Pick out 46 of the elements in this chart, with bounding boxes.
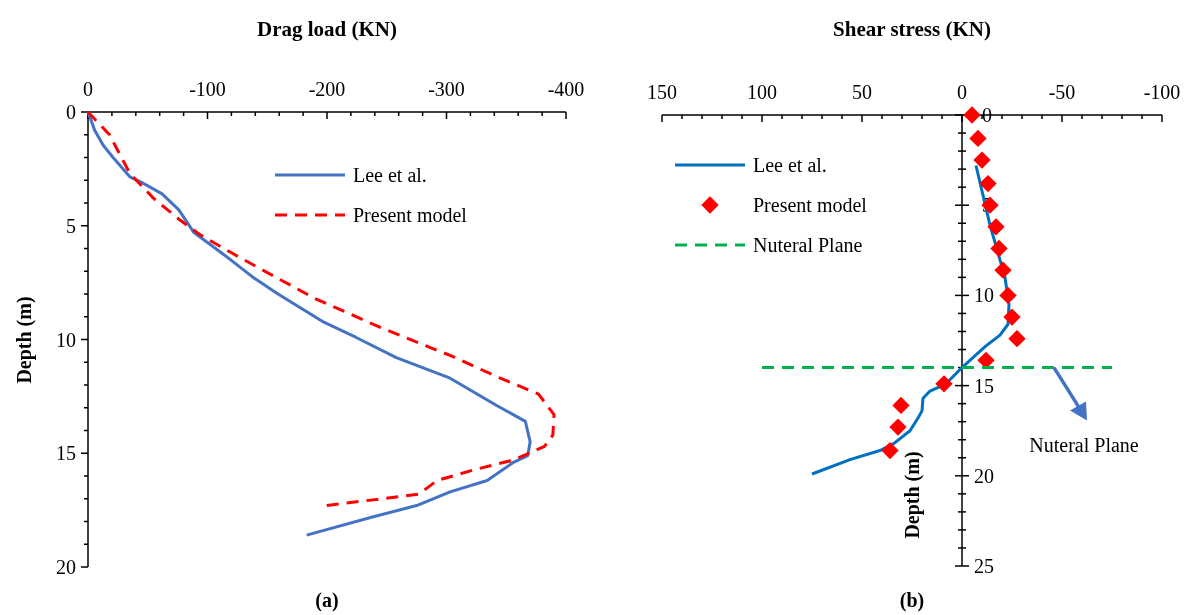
annotation: Nuteral Plane: [1029, 433, 1139, 456]
point: [935, 375, 953, 393]
point: [881, 441, 899, 460]
y-tick-label: 20: [974, 464, 994, 487]
y-axis-title: Depth (m): [13, 296, 36, 384]
text: (a): [315, 589, 339, 612]
x-tick-label: -100: [1143, 81, 1181, 103]
x-tick-label: -400: [547, 78, 585, 100]
x-tick-label: 0: [957, 81, 967, 103]
legend-label: Lee et al.: [353, 164, 427, 186]
x-axis-title: Drag load (KN): [257, 17, 397, 41]
y-tick-label: 10: [974, 284, 994, 307]
point: [889, 418, 907, 436]
y-tick-label: 10: [56, 328, 76, 351]
y-tick-label: 15: [56, 442, 76, 465]
y-tick-label: 0: [66, 101, 76, 123]
point: [979, 174, 997, 193]
x-tick-label: -50: [1048, 81, 1076, 103]
x-tick-label: -300: [428, 78, 465, 100]
text: (b): [899, 589, 925, 612]
x-axis-title: Shear stress (KN): [833, 17, 991, 41]
y-tick-label: 25: [974, 555, 994, 577]
legend-label: Lee et al.: [753, 154, 827, 176]
legend-label: Present model: [753, 194, 868, 216]
y-tick-label: 5: [66, 214, 76, 237]
point: [999, 286, 1017, 305]
legend-label: Present model: [353, 204, 468, 226]
x-tick-label: 150: [647, 81, 677, 103]
x-tick-label: -200: [308, 78, 346, 100]
y-tick-label: 20: [56, 556, 76, 578]
point: [969, 129, 987, 148]
point: [1008, 330, 1026, 348]
point: [990, 239, 1008, 258]
x-tick-label: -100: [189, 78, 226, 100]
point: [994, 261, 1012, 279]
y-axis-title: Depth (m): [901, 451, 924, 539]
legend-label: Nuteral Plane: [753, 234, 863, 256]
y-tick-label: 15: [974, 374, 994, 397]
point: [1003, 308, 1021, 326]
point: [963, 106, 981, 124]
point: [892, 396, 910, 415]
x-tick-label: 100: [747, 81, 777, 103]
point: [987, 218, 1005, 236]
point: [973, 151, 991, 169]
x-tick-label: 0: [83, 78, 93, 100]
x-tick-label: 50: [852, 81, 872, 103]
